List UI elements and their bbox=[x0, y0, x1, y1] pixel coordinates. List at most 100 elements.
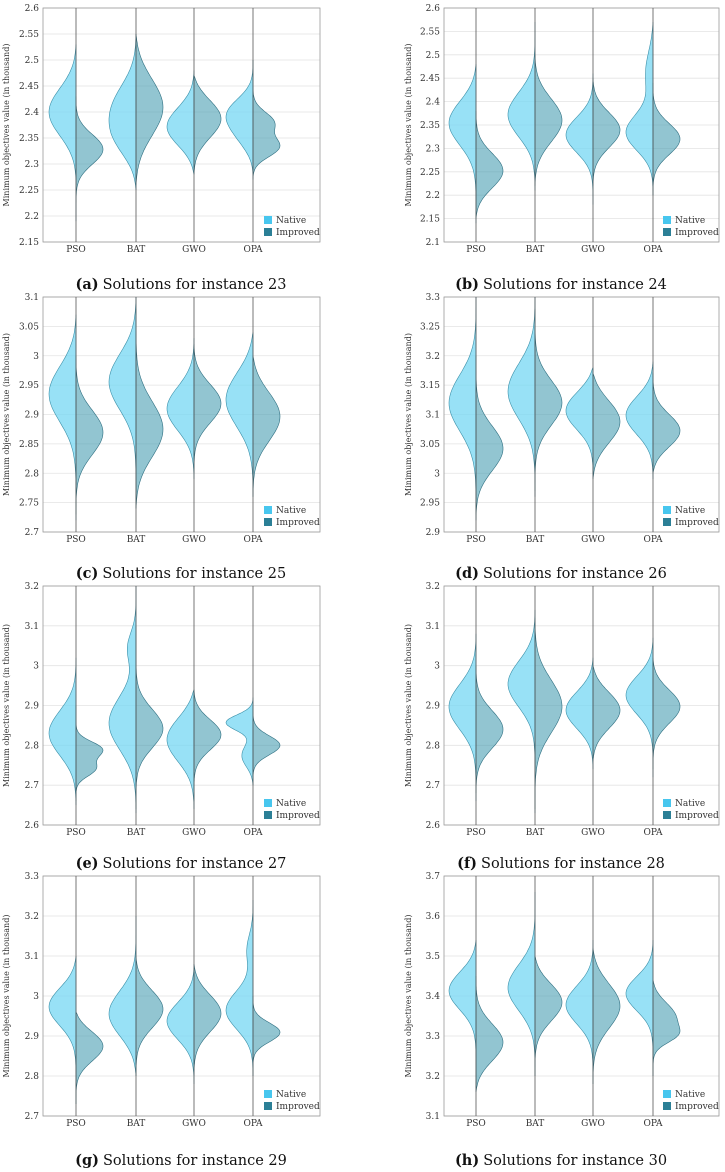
y-tick-label: 3.2 bbox=[426, 582, 440, 592]
violin-improved-gwo bbox=[592, 373, 621, 480]
violin-native-gwo bbox=[166, 967, 195, 1084]
x-tick-label: PSO bbox=[466, 245, 486, 255]
violin-improved-pso bbox=[75, 355, 104, 515]
violin-improved-pso bbox=[75, 705, 104, 802]
violin-improved-opa bbox=[252, 355, 281, 497]
x-tick-label: PSO bbox=[466, 535, 486, 545]
panel-caption: (h) Solutions for instance 30 bbox=[455, 1152, 667, 1169]
y-tick-label: 2.9 bbox=[25, 411, 40, 421]
y-tick-label: 2.7 bbox=[426, 781, 441, 791]
panel-caption: (e) Solutions for instance 27 bbox=[76, 855, 287, 872]
violin-improved-pso bbox=[475, 976, 504, 1093]
legend-improved-swatch bbox=[663, 1102, 671, 1110]
violin-native-pso bbox=[448, 297, 477, 515]
x-tick-label: OPA bbox=[643, 828, 663, 838]
chart-panel-7: 3.1 3.2 3.3 3.4 3.5 3.6 3.7 Minimum objectives … bbox=[404, 872, 720, 1169]
legend-native-swatch bbox=[264, 506, 272, 514]
y-axis-label: Minimum objectives value (in thousand) bbox=[2, 915, 11, 1078]
legend-improved-swatch bbox=[663, 518, 671, 526]
legend-native-label: Native bbox=[675, 1090, 705, 1100]
y-tick-label: 2.6 bbox=[25, 4, 40, 14]
legend-native-label: Native bbox=[276, 506, 306, 516]
y-tick-label: 3.7 bbox=[426, 872, 441, 882]
y-tick-label: 3.1 bbox=[426, 411, 440, 421]
legend-native-swatch bbox=[264, 1090, 272, 1098]
y-tick-label: 2.9 bbox=[25, 1032, 40, 1042]
violin-native-opa bbox=[625, 21, 654, 196]
caption-label: (b) bbox=[455, 276, 479, 293]
violin-improved-opa bbox=[252, 60, 281, 180]
violin-native-pso bbox=[448, 64, 477, 224]
violin-improved-bat bbox=[135, 625, 164, 810]
y-tick-label: 3.5 bbox=[426, 952, 441, 962]
y-tick-label: 3.2 bbox=[426, 1072, 440, 1082]
y-tick-label: 3.4 bbox=[426, 992, 441, 1002]
legend-native-swatch bbox=[264, 799, 272, 807]
y-tick-label: 2.35 bbox=[420, 121, 440, 131]
violin-native-pso bbox=[48, 44, 77, 180]
chart-panel-1: 2.1 2.15 2.2 2.25 2.3 2.35 2.4 2.45 2.5 2.55 2.6 Mi… bbox=[404, 4, 720, 293]
violin-improved-gwo bbox=[193, 75, 222, 175]
y-tick-label: 2.55 bbox=[420, 27, 440, 37]
violin-native-bat bbox=[108, 296, 137, 509]
caption-text: Solutions for instance 23 bbox=[103, 277, 287, 293]
caption-text: Solutions for instance 28 bbox=[481, 856, 665, 872]
y-axis-label: Minimum objectives value (in thousand) bbox=[404, 624, 413, 787]
chart-panel-4: 2.6 2.7 2.8 2.9 3 3.1 3.2 Minimum objectives va… bbox=[2, 582, 321, 872]
y-axis-label: Minimum objectives value (in thousand) bbox=[404, 333, 413, 496]
x-tick-label: BAT bbox=[127, 828, 146, 838]
violin-improved-gwo bbox=[193, 343, 222, 474]
y-tick-label: 3.1 bbox=[25, 293, 39, 303]
y-tick-label: 3 bbox=[33, 352, 39, 362]
legend-native-label: Native bbox=[276, 799, 306, 809]
y-axis-label: Minimum objectives value (in thousand) bbox=[404, 44, 413, 207]
y-tick-label: 3.15 bbox=[420, 381, 440, 391]
violin-improved-pso bbox=[75, 1011, 104, 1104]
legend-native-swatch bbox=[663, 216, 671, 224]
violin-native-opa bbox=[225, 332, 254, 497]
legend-improved-label: Improved bbox=[675, 1102, 719, 1112]
legend-improved-label: Improved bbox=[276, 228, 320, 238]
legend-improved-swatch bbox=[264, 228, 272, 236]
x-tick-label: PSO bbox=[466, 828, 486, 838]
x-tick-label: BAT bbox=[526, 1119, 545, 1129]
x-tick-label: GWO bbox=[182, 535, 206, 545]
caption-text: Solutions for instance 27 bbox=[103, 856, 287, 872]
legend-native-swatch bbox=[264, 216, 272, 224]
y-tick-label: 2.55 bbox=[19, 30, 39, 40]
x-tick-label: OPA bbox=[243, 535, 263, 545]
x-tick-label: PSO bbox=[66, 245, 86, 255]
violin-native-gwo bbox=[565, 367, 594, 474]
y-tick-label: 3.6 bbox=[426, 912, 441, 922]
x-tick-label: OPA bbox=[643, 1119, 663, 1129]
caption-label: (h) bbox=[455, 1152, 479, 1169]
x-tick-label: PSO bbox=[466, 1119, 486, 1129]
y-tick-label: 2.2 bbox=[25, 212, 39, 222]
y-tick-label: 2.3 bbox=[25, 160, 40, 170]
plot-frame bbox=[443, 296, 720, 533]
y-tick-label: 2.35 bbox=[19, 134, 39, 144]
violin-native-gwo bbox=[565, 73, 594, 205]
legend-improved-label: Improved bbox=[675, 811, 719, 821]
x-tick-label: OPA bbox=[243, 245, 263, 255]
caption-text: Solutions for instance 29 bbox=[103, 1153, 287, 1169]
legend-native-label: Native bbox=[276, 1090, 306, 1100]
y-tick-label: 2.9 bbox=[25, 702, 40, 712]
y-tick-label: 2.7 bbox=[25, 1112, 40, 1122]
caption-label: (c) bbox=[76, 565, 99, 582]
violin-native-bat bbox=[507, 297, 536, 491]
panel-caption: (c) Solutions for instance 25 bbox=[76, 565, 286, 582]
violin-improved-bat bbox=[534, 955, 563, 1076]
chart-panel-0: 2.15 2.2 2.25 2.3 2.35 2.4 2.45 2.5 2.55 2.6 Minim… bbox=[2, 4, 321, 293]
chart-panel-5: 2.6 2.7 2.8 2.9 3 3.1 3.2 Minimum objectives va… bbox=[404, 582, 720, 872]
violin-improved-opa bbox=[652, 979, 681, 1076]
y-tick-label: 2.3 bbox=[426, 144, 441, 154]
x-tick-label: OPA bbox=[643, 535, 663, 545]
x-tick-label: BAT bbox=[526, 245, 545, 255]
violin-improved-opa bbox=[652, 373, 681, 474]
violin-native-gwo bbox=[565, 657, 594, 770]
violin-native-opa bbox=[625, 939, 654, 1076]
y-tick-label: 2.45 bbox=[19, 82, 39, 92]
panel-caption: (g) Solutions for instance 29 bbox=[75, 1152, 287, 1169]
y-tick-label: 3.2 bbox=[426, 352, 440, 362]
